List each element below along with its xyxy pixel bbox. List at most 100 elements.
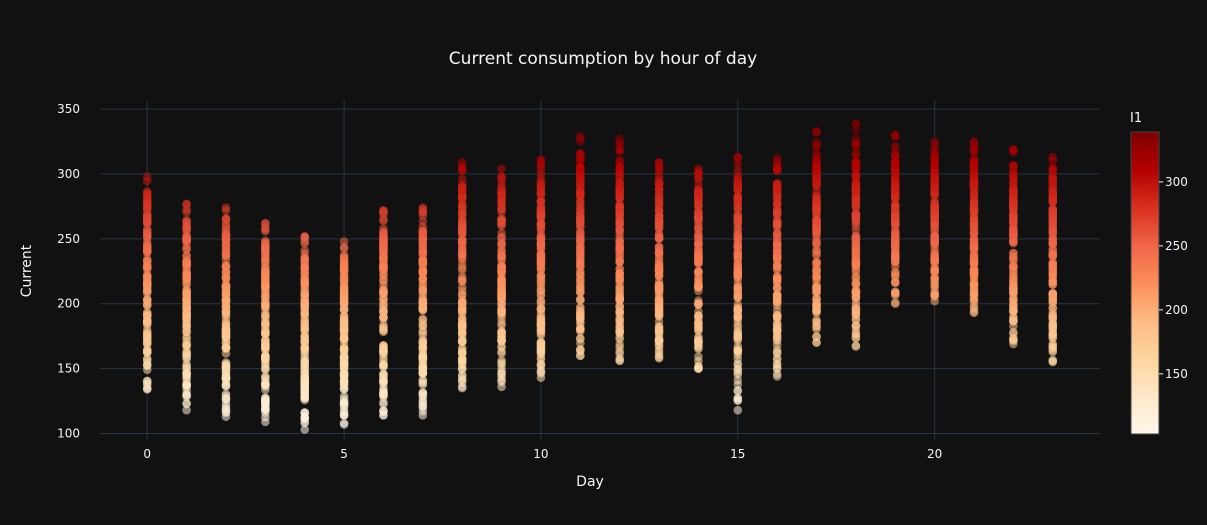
y-tick-label: 100	[57, 427, 80, 441]
data-point	[142, 254, 152, 264]
data-point	[812, 257, 821, 267]
data-point	[536, 155, 546, 164]
data-point	[339, 418, 349, 428]
data-point	[1048, 152, 1058, 162]
data-point	[497, 164, 506, 174]
data-point	[300, 408, 310, 417]
data-point	[379, 224, 388, 233]
data-point	[221, 203, 231, 213]
data-point	[418, 216, 428, 226]
data-points	[142, 119, 1058, 434]
data-point	[418, 388, 428, 397]
colorbar-tick-label: 200	[1165, 303, 1188, 317]
data-point	[654, 242, 664, 251]
data-point	[457, 272, 467, 281]
data-point	[142, 172, 152, 181]
data-point	[694, 296, 703, 305]
data-point	[536, 337, 546, 346]
data-point	[576, 303, 585, 312]
data-point	[615, 155, 624, 165]
y-tick-label: 250	[57, 232, 80, 246]
data-point	[497, 214, 506, 223]
data-point	[182, 251, 191, 260]
x-tick-labels: 0 5 10 15 20	[143, 447, 942, 461]
data-point	[812, 149, 821, 159]
data-point	[851, 119, 861, 128]
data-point	[418, 314, 428, 324]
data-point	[261, 393, 270, 403]
data-point	[1009, 248, 1018, 258]
y-axis-label: Current	[19, 244, 35, 297]
data-point	[300, 425, 310, 434]
data-point	[457, 174, 467, 184]
data-point	[576, 162, 585, 171]
data-point	[851, 134, 861, 144]
colorbar-ticks: 150 200 250 300	[1159, 175, 1188, 381]
data-point	[851, 126, 861, 135]
data-point	[733, 152, 743, 162]
data-point	[497, 172, 506, 181]
data-point	[1048, 163, 1058, 173]
data-point	[142, 187, 152, 196]
data-point	[221, 358, 231, 367]
data-point	[221, 213, 231, 223]
data-point	[772, 272, 782, 281]
x-tick-label: 10	[533, 447, 548, 461]
data-point	[379, 320, 388, 329]
data-point	[379, 369, 388, 379]
data-point	[733, 405, 743, 415]
colorbar-tick-label: 150	[1165, 367, 1188, 381]
data-point	[694, 306, 703, 316]
x-tick-label: 0	[143, 447, 151, 461]
data-point	[694, 164, 703, 174]
data-point	[890, 130, 900, 140]
data-point	[969, 154, 979, 164]
data-point	[930, 137, 939, 146]
data-point	[142, 376, 152, 386]
data-point	[694, 352, 703, 361]
data-point	[576, 132, 585, 141]
colorbar-title: I1	[1130, 111, 1142, 126]
data-point	[497, 356, 506, 365]
data-point	[457, 157, 467, 167]
data-point	[654, 157, 664, 167]
colorbar-gradient	[1130, 131, 1160, 435]
y-tick-label: 200	[57, 297, 80, 311]
data-point	[142, 308, 152, 317]
colorbar-tick-label: 300	[1165, 175, 1188, 189]
data-point	[812, 332, 821, 341]
data-point	[1009, 145, 1018, 154]
data-point	[576, 294, 585, 304]
data-point	[576, 148, 585, 158]
data-point	[733, 192, 743, 202]
x-tick-label: 5	[340, 447, 348, 461]
data-point	[890, 287, 900, 296]
data-point	[812, 315, 821, 325]
data-point	[261, 372, 270, 381]
data-point	[497, 228, 506, 238]
data-point	[890, 298, 900, 307]
x-axis-label: Day	[576, 474, 604, 490]
data-point	[339, 250, 349, 260]
data-point	[379, 206, 388, 215]
y-tick-labels: 100 150 200 250 300 350	[57, 102, 80, 440]
data-point	[772, 179, 782, 188]
data-point	[221, 389, 231, 399]
data-point	[772, 290, 782, 299]
data-point	[182, 399, 191, 408]
data-point	[733, 393, 743, 403]
data-point	[733, 166, 743, 176]
data-point	[812, 138, 821, 148]
data-point	[379, 340, 388, 350]
x-tick-label: 15	[730, 447, 745, 461]
data-point	[182, 405, 191, 415]
data-point	[615, 134, 624, 144]
data-point	[733, 300, 743, 309]
data-point	[142, 354, 152, 363]
data-point	[182, 215, 191, 225]
data-point	[615, 264, 624, 274]
data-point	[1048, 355, 1058, 365]
data-point	[261, 236, 270, 246]
data-point	[576, 333, 585, 343]
y-tick-label: 350	[57, 102, 80, 116]
